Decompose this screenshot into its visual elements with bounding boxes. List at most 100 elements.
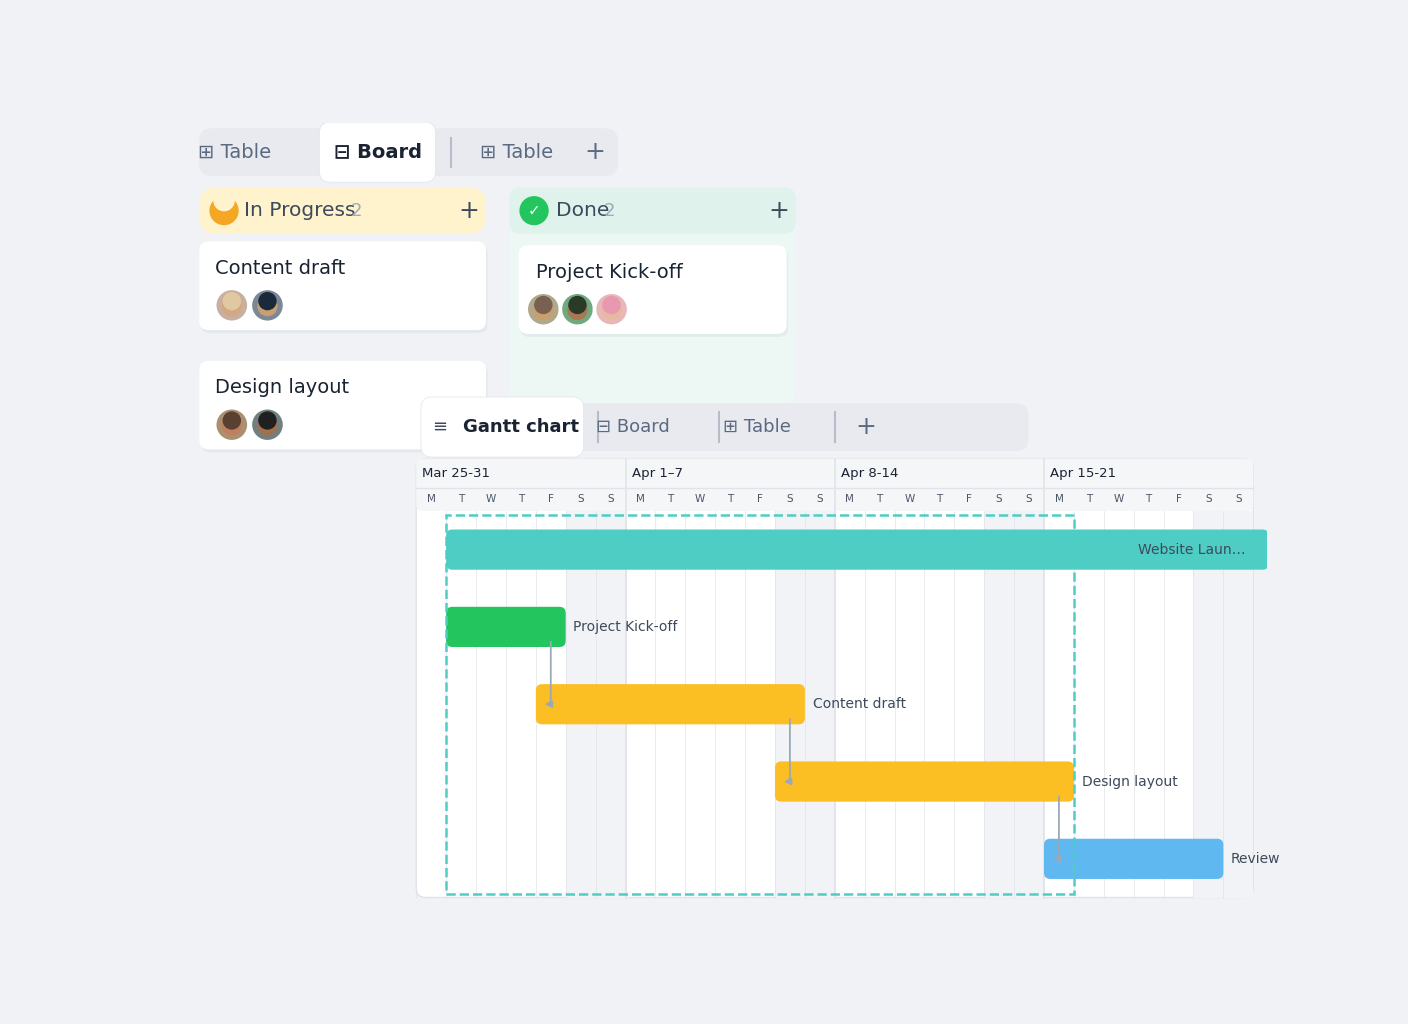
Text: Project Kick-off: Project Kick-off — [535, 263, 683, 282]
Circle shape — [258, 416, 277, 435]
Text: F: F — [1176, 495, 1181, 505]
Text: Content draft: Content draft — [215, 259, 345, 278]
FancyBboxPatch shape — [200, 187, 486, 233]
Text: Apr 8-14: Apr 8-14 — [841, 467, 898, 479]
Text: Content draft: Content draft — [812, 697, 905, 712]
Text: F: F — [758, 495, 763, 505]
FancyBboxPatch shape — [417, 459, 1253, 897]
Bar — [1014, 511, 1043, 897]
Bar — [1224, 511, 1253, 897]
Text: M: M — [427, 495, 435, 505]
Circle shape — [594, 292, 628, 327]
FancyBboxPatch shape — [421, 397, 584, 457]
FancyBboxPatch shape — [518, 246, 787, 334]
FancyBboxPatch shape — [417, 459, 1253, 511]
Circle shape — [222, 297, 241, 315]
Text: Done: Done — [556, 201, 610, 220]
Text: T: T — [518, 495, 524, 505]
Text: ⊟ Board: ⊟ Board — [334, 142, 421, 162]
FancyBboxPatch shape — [320, 122, 435, 182]
Circle shape — [251, 289, 284, 323]
Text: T: T — [667, 495, 673, 505]
Bar — [984, 511, 1014, 897]
Bar — [596, 511, 625, 897]
Text: Gantt chart: Gantt chart — [463, 418, 579, 436]
FancyBboxPatch shape — [1043, 839, 1224, 879]
Text: 2: 2 — [351, 202, 362, 220]
Text: M: M — [1055, 495, 1063, 505]
Circle shape — [535, 297, 552, 313]
Text: Website Laun…: Website Laun… — [1138, 543, 1246, 557]
Circle shape — [215, 408, 249, 441]
FancyBboxPatch shape — [200, 128, 618, 176]
Text: +: + — [459, 199, 479, 222]
Text: +: + — [584, 140, 605, 164]
Text: T: T — [1146, 495, 1152, 505]
Text: In Progress: In Progress — [244, 201, 356, 220]
Text: ⊞ Table: ⊞ Table — [480, 142, 553, 162]
Text: W: W — [904, 495, 915, 505]
Text: M: M — [845, 495, 855, 505]
Text: ✓: ✓ — [528, 203, 541, 218]
FancyBboxPatch shape — [446, 607, 566, 647]
Circle shape — [560, 292, 594, 327]
FancyBboxPatch shape — [201, 245, 487, 333]
Circle shape — [222, 416, 241, 435]
FancyBboxPatch shape — [200, 242, 486, 330]
Text: S: S — [1235, 495, 1242, 505]
Text: ≡: ≡ — [432, 418, 448, 436]
Circle shape — [214, 190, 234, 211]
Circle shape — [251, 408, 284, 441]
FancyBboxPatch shape — [417, 403, 1028, 451]
Text: W: W — [1114, 495, 1124, 505]
Text: ⊟ Board: ⊟ Board — [597, 418, 670, 436]
Text: F: F — [548, 495, 553, 505]
Text: T: T — [1086, 495, 1093, 505]
Circle shape — [224, 293, 241, 309]
Text: S: S — [577, 495, 584, 505]
FancyBboxPatch shape — [206, 133, 306, 171]
FancyBboxPatch shape — [510, 187, 796, 233]
Text: S: S — [817, 495, 824, 505]
Text: ⊞ Table: ⊞ Table — [197, 142, 270, 162]
FancyBboxPatch shape — [200, 360, 486, 450]
Text: S: S — [1026, 495, 1032, 505]
Text: Review: Review — [1231, 852, 1281, 866]
Text: Design layout: Design layout — [215, 378, 349, 397]
FancyBboxPatch shape — [446, 529, 1269, 569]
Circle shape — [527, 292, 560, 327]
Bar — [805, 511, 835, 897]
Bar — [566, 511, 596, 897]
Text: 2: 2 — [604, 202, 615, 220]
Text: T: T — [458, 495, 465, 505]
Text: T: T — [727, 495, 734, 505]
Text: Project Kick-off: Project Kick-off — [573, 620, 677, 634]
Circle shape — [258, 297, 277, 315]
Text: T: T — [936, 495, 942, 505]
FancyBboxPatch shape — [201, 364, 487, 453]
Circle shape — [603, 297, 620, 313]
Text: Apr 1–7: Apr 1–7 — [632, 467, 683, 479]
Text: Apr 15-21: Apr 15-21 — [1050, 467, 1117, 479]
Text: +: + — [769, 199, 790, 222]
Bar — [446, 515, 1074, 894]
Bar — [774, 511, 805, 897]
FancyBboxPatch shape — [510, 187, 796, 403]
FancyBboxPatch shape — [536, 684, 805, 724]
Text: Mar 25-31: Mar 25-31 — [422, 467, 490, 479]
Circle shape — [603, 301, 621, 319]
Circle shape — [567, 301, 587, 319]
Text: F: F — [966, 495, 972, 505]
FancyBboxPatch shape — [774, 762, 1074, 802]
Text: S: S — [1205, 495, 1212, 505]
FancyBboxPatch shape — [520, 249, 788, 337]
Text: M: M — [636, 495, 645, 505]
Circle shape — [224, 412, 241, 429]
Circle shape — [210, 197, 238, 224]
Text: +: + — [855, 415, 876, 439]
Circle shape — [215, 289, 249, 323]
Text: Design layout: Design layout — [1081, 774, 1177, 788]
Circle shape — [520, 197, 548, 224]
Circle shape — [569, 297, 586, 313]
Text: S: S — [607, 495, 614, 505]
